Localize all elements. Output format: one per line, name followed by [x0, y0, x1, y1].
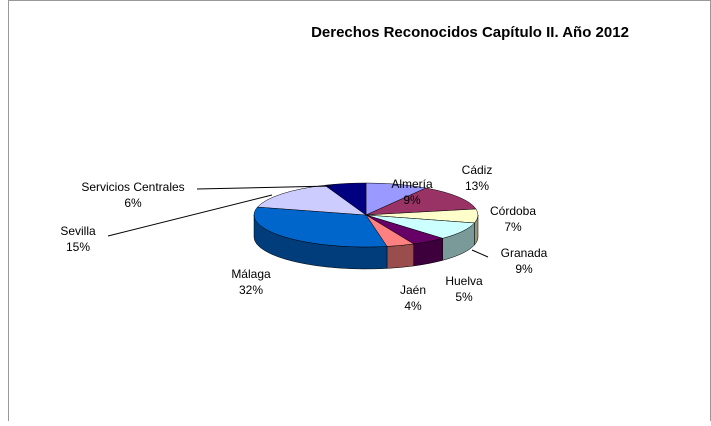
- slice: [365, 187, 477, 216]
- data-label-value: 4%: [404, 299, 422, 313]
- data-label-value: 13%: [465, 179, 489, 193]
- slice-side: [386, 243, 414, 269]
- chart-title: Derechos Reconocidos Capítulo II. Año 20…: [311, 24, 629, 41]
- data-label-name: Córdoba: [490, 204, 536, 218]
- data-label-value: 9%: [403, 193, 421, 207]
- slice: [253, 206, 388, 248]
- slice: [324, 182, 367, 216]
- data-label-name: Huelva: [445, 274, 483, 288]
- data-label-value: 5%: [455, 290, 473, 304]
- data-label-name: Sevilla: [60, 224, 96, 238]
- data-label-name: Cádiz: [462, 163, 493, 177]
- data-label-name: Jaén: [400, 283, 426, 297]
- leader-line: [107, 194, 273, 237]
- data-label-name: Almería: [391, 177, 433, 191]
- data-label-name: Servicios Centrales: [81, 180, 184, 194]
- data-label-value: 6%: [124, 196, 142, 210]
- leader-line: [471, 249, 489, 258]
- data-label-name: Málaga: [231, 267, 271, 281]
- data-label-value: 15%: [66, 240, 90, 254]
- leader-line: [196, 185, 333, 190]
- data-label-name: Granada: [501, 246, 548, 260]
- data-label-value: 7%: [504, 220, 522, 234]
- data-label-value: 32%: [239, 283, 263, 297]
- data-label-value: 9%: [515, 262, 533, 276]
